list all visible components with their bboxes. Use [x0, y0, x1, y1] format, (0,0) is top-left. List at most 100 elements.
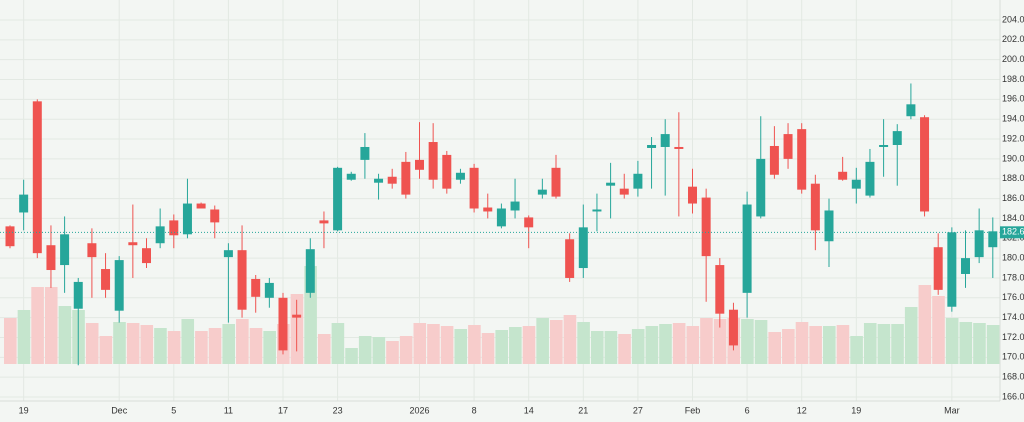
volume-bar — [345, 348, 358, 364]
x-tick-label: 14 — [524, 405, 534, 415]
candle-body — [715, 265, 725, 314]
candle-body — [838, 171, 848, 180]
volume-bar — [645, 326, 659, 364]
candle-body — [961, 258, 970, 274]
volume-bar — [550, 320, 563, 364]
candle-body — [920, 117, 930, 212]
volume-bar — [140, 325, 154, 364]
volume-bar — [672, 323, 686, 364]
candle-body — [374, 178, 384, 183]
candle-body — [810, 183, 820, 231]
volume-bar — [809, 326, 822, 364]
volume-bar — [454, 329, 468, 364]
y-tick-label: 202.0 — [1002, 34, 1024, 44]
candle-body — [442, 154, 452, 189]
y-tick-label: 196.0 — [1002, 94, 1024, 104]
candle-layer — [0, 83, 1000, 366]
volume-bar — [713, 319, 727, 364]
candle-body — [797, 129, 807, 190]
volume-bar — [932, 296, 945, 364]
y-tick-label: 184.0 — [1002, 213, 1024, 223]
volume-bar — [795, 322, 809, 364]
volume-bar — [768, 332, 781, 364]
volume-bar — [372, 337, 386, 364]
candle-body — [688, 186, 697, 204]
candle-body — [647, 144, 657, 148]
volume-bar — [468, 325, 481, 364]
volume-bar — [631, 329, 645, 364]
volume-bar — [481, 333, 495, 364]
volume-bar — [618, 334, 631, 364]
volume-bar — [17, 310, 31, 364]
volume-bar — [741, 319, 754, 364]
candle-body — [660, 134, 670, 147]
x-tick-label: 27 — [633, 405, 643, 415]
y-tick-label: 174.0 — [1002, 312, 1024, 322]
candle-body — [701, 197, 711, 257]
x-tick-label: Dec — [111, 405, 128, 415]
y-tick-label: 192.0 — [1002, 133, 1024, 143]
candle-body — [551, 167, 561, 197]
volume-bar — [782, 329, 795, 364]
candle-body — [906, 104, 916, 117]
volume-bar — [208, 328, 222, 364]
candle-body — [142, 248, 151, 264]
y-tick-label: 200.0 — [1002, 54, 1024, 64]
volume-bar — [973, 323, 986, 364]
y-tick-label: 204.0 — [1002, 14, 1024, 24]
candle-body — [182, 203, 192, 235]
x-tick-label: 5 — [171, 405, 176, 415]
candle-body — [292, 314, 302, 318]
candle-body — [469, 167, 479, 209]
candle-body — [892, 131, 902, 145]
candle-body — [60, 234, 70, 266]
y-tick-label: 170.0 — [1002, 352, 1024, 362]
volume-bar — [700, 318, 713, 364]
candle-body — [73, 281, 83, 309]
candle-body — [5, 226, 15, 247]
volume-bar — [440, 326, 454, 364]
x-tick-label: Feb — [685, 405, 701, 415]
volume-bar — [413, 323, 427, 364]
volume-bar — [754, 320, 768, 364]
candle-body — [933, 247, 943, 290]
volume-bar — [181, 319, 195, 364]
volume-bar — [577, 322, 590, 364]
candle-body — [333, 167, 343, 231]
candle-body — [155, 226, 165, 244]
volume-bar — [263, 331, 276, 364]
candle-body — [428, 142, 438, 180]
candle-body — [415, 159, 424, 170]
candle-body — [742, 204, 752, 293]
candle-body — [879, 144, 889, 147]
x-tick-label: 17 — [278, 405, 288, 415]
volume-bar — [399, 336, 413, 364]
candle-body — [346, 173, 356, 180]
candle-body — [305, 249, 315, 293]
candle-body — [455, 172, 465, 180]
candle-body — [264, 282, 274, 298]
volume-bar — [427, 324, 440, 364]
volume-bar — [317, 334, 331, 364]
candle-body — [278, 297, 288, 351]
candle-body — [865, 161, 875, 196]
volume-bar — [222, 324, 235, 364]
x-tick-label: 19 — [19, 405, 29, 415]
volume-bar — [536, 318, 549, 364]
y-tick-label: 180.0 — [1002, 252, 1024, 262]
candle-body — [769, 145, 779, 175]
volume-bar — [863, 323, 877, 364]
last-price-label: 182.6 — [1002, 227, 1024, 237]
volume-bar — [31, 287, 44, 364]
volume-bar — [686, 326, 700, 364]
volume-bar — [836, 325, 850, 364]
x-tick-label: 12 — [797, 405, 807, 415]
candle-body — [851, 179, 861, 189]
volume-bar — [113, 322, 126, 364]
candle-body — [728, 309, 738, 346]
volume-bar — [659, 324, 672, 364]
candle-body — [674, 146, 684, 149]
volume-bar — [236, 319, 249, 364]
candle-body — [169, 220, 179, 236]
